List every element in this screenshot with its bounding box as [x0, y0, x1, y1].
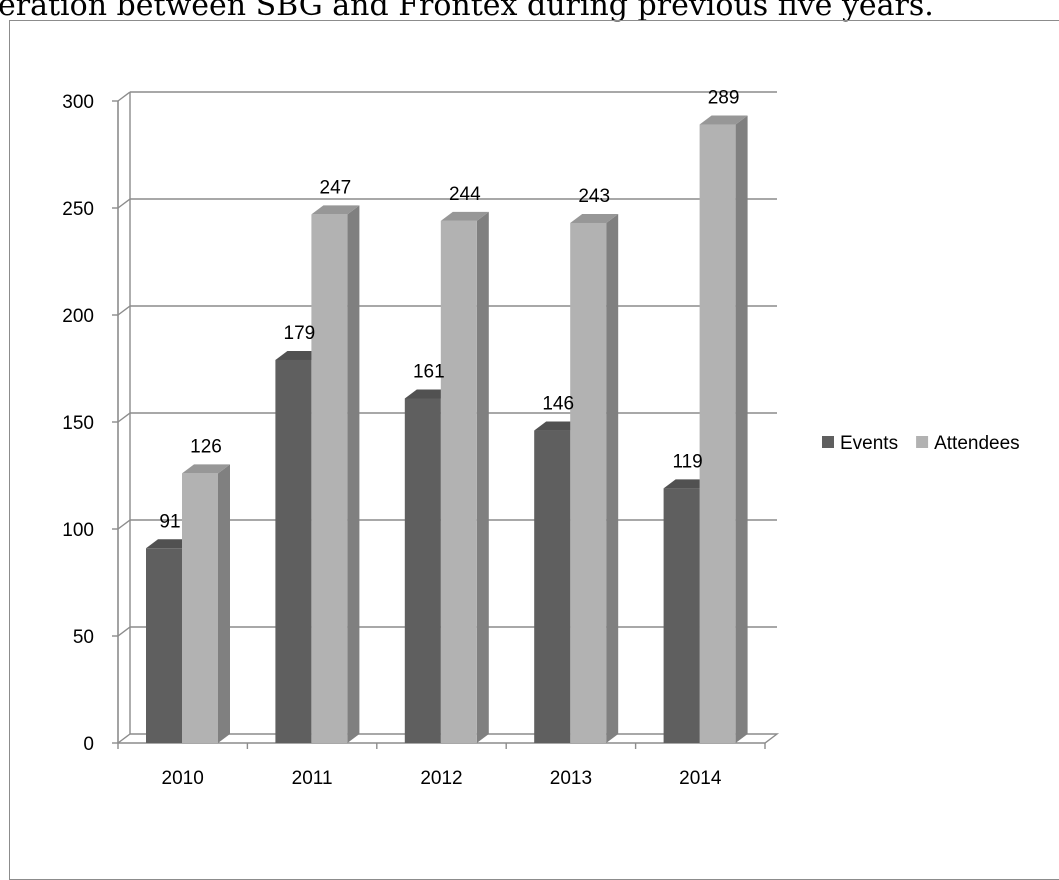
bar-top: [311, 205, 360, 215]
data-label: 289: [708, 88, 740, 109]
bar-events-2014: [663, 488, 700, 743]
bar-attendees-2013: [570, 222, 607, 744]
bar-top: [182, 464, 230, 474]
wall-gridline: [117, 198, 131, 209]
bar-events-2012: [404, 398, 441, 743]
legend-swatch: [916, 436, 929, 448]
y-axis-tick-labels: 0 50 100 150 200 250 300: [62, 92, 94, 755]
data-label: 119: [672, 451, 702, 472]
bar-top: [699, 115, 748, 125]
data-label: 146: [542, 394, 574, 415]
bar-side: [606, 213, 619, 744]
wall-gridline: [117, 91, 131, 102]
data-labels: 91 126 179 247 161 244 146 243 119 289: [159, 88, 739, 533]
data-label: 126: [190, 436, 222, 457]
data-label: 244: [449, 184, 481, 205]
data-label: 243: [578, 186, 610, 207]
data-label: 91: [159, 511, 180, 532]
bar-attendees-2012: [440, 220, 477, 744]
bar-top: [440, 211, 489, 221]
y-tick-label: 0: [83, 734, 94, 755]
bar-attendees-2014: [699, 124, 736, 744]
bar-attendees-2010: [182, 473, 218, 743]
data-label: 179: [284, 323, 316, 344]
bar-side: [347, 205, 360, 744]
data-label: 161: [413, 361, 445, 382]
page-caption: eration between SBG and Frontex during p…: [0, 0, 934, 23]
x-tick-label: 2010: [162, 768, 204, 789]
bar-top: [570, 213, 619, 223]
bar-events-2010: [146, 548, 182, 743]
bar-attendees-2011: [311, 214, 348, 744]
x-tick-label: 2012: [420, 768, 462, 789]
legend-label: Attendees: [934, 433, 1020, 454]
y-tick-label: 250: [62, 199, 94, 220]
wall-gridline: [117, 305, 131, 316]
bar-events-2011: [275, 359, 312, 743]
y-tick-label: 200: [62, 306, 94, 327]
bar-events-2013: [534, 430, 571, 743]
wall-gridline: [117, 733, 131, 744]
wall-gridline: [117, 412, 131, 423]
data-label: 247: [320, 177, 352, 198]
bar-side: [735, 115, 748, 744]
wall-gridline: [117, 626, 131, 637]
x-axis-tick-labels: 2010 2011 2012 2013 2014: [162, 768, 722, 789]
x-tick-label: 2011: [292, 768, 333, 789]
y-tick-label: 150: [62, 413, 94, 434]
bar-side: [218, 464, 230, 743]
y-tick-label: 50: [73, 627, 94, 648]
y-tick-label: 100: [62, 520, 94, 541]
y-tick-label: 300: [62, 92, 94, 113]
x-tick-label: 2013: [550, 768, 592, 789]
legend-label: Events: [840, 433, 898, 454]
legend-swatch: [822, 436, 834, 448]
bar-side: [476, 211, 489, 744]
x-tick-label: 2014: [679, 768, 722, 789]
legend: Events Attendees: [822, 433, 1020, 454]
bars: [146, 115, 748, 744]
wall-gridline: [117, 519, 131, 530]
